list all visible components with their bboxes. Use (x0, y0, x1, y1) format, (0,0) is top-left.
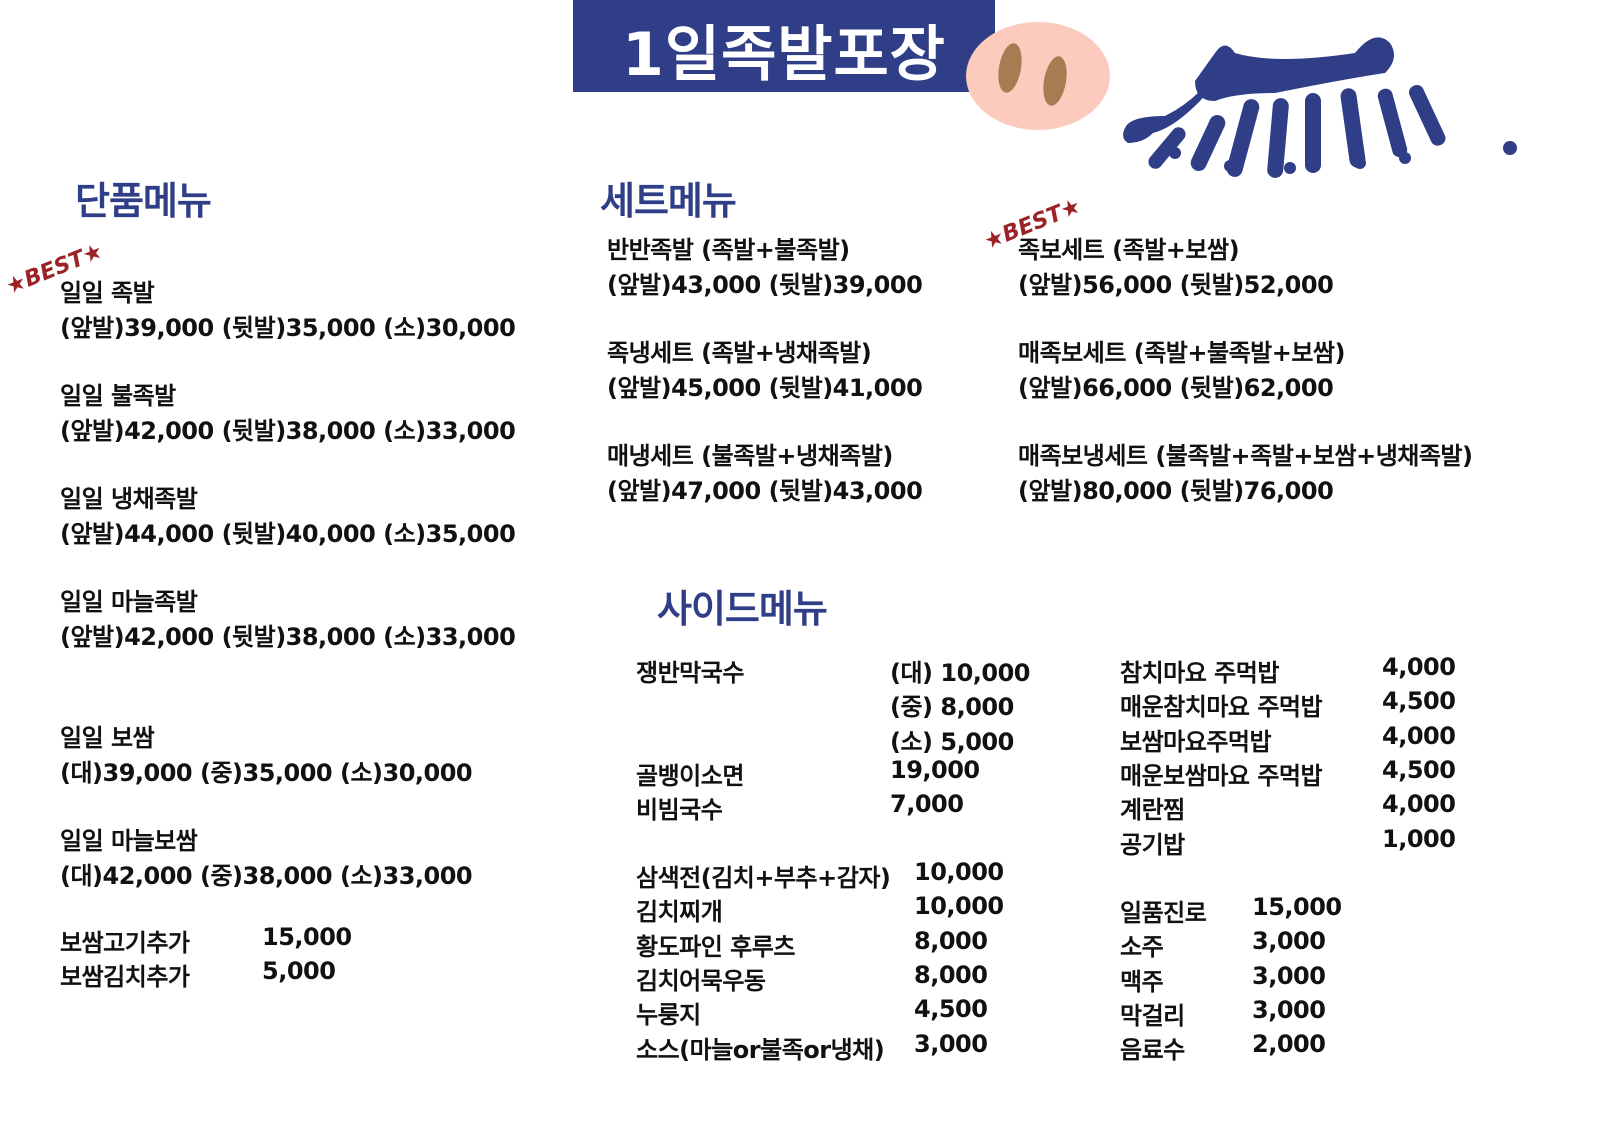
side-item-price: 4,000 (1382, 721, 1456, 750)
menu-item-price: (앞발)44,000 (뒷발)40,000 (소)35,000 (60, 520, 516, 548)
menu-item-name: 일일 마늘보쌈 (60, 827, 198, 855)
side-item-price: 3,000 (1252, 961, 1326, 990)
side-item-name: 계란찜 (1120, 796, 1185, 825)
side-item-name: 김치찌개 (636, 898, 723, 927)
side-item-price: 4,500 (914, 995, 988, 1024)
set-item-name: 족냉세트 (족발+냉채족발) (607, 339, 872, 367)
side-item-name: 매운보쌈마요 주먹밥 (1120, 761, 1323, 790)
side-item-name: 소스(마늘or불족or냉채) (636, 1035, 885, 1064)
side-item-price: 10,000 (914, 858, 1004, 886)
side-item-price: (대) 10,000 (890, 659, 1031, 687)
set-item-name: 매냉세트 (불족발+냉채족발) (607, 442, 893, 470)
set-item-name: 매족보냉세트 (불족발+족발+보쌈+냉채족발) (1018, 442, 1473, 470)
set-item-price: (앞발)80,000 (뒷발)76,000 (1018, 477, 1334, 505)
page-title: 1일족발포장 (622, 20, 946, 90)
side-item-name: 소주 (1120, 933, 1164, 962)
extra-item-price: 5,000 (262, 957, 336, 985)
set-item-price: (앞발)47,000 (뒷발)43,000 (607, 477, 923, 505)
menu-item-price: (앞발)42,000 (뒷발)38,000 (소)33,000 (60, 417, 516, 445)
side-item-name: 비빔국수 (636, 796, 723, 825)
side-item-price: 3,000 (1252, 995, 1326, 1024)
side-item-price: 2,000 (1252, 1030, 1326, 1059)
side-item-price: 1,000 (1382, 824, 1456, 853)
side-item-name: 매운참치마요 주먹밥 (1120, 693, 1323, 722)
side-item-price: 15,000 (1252, 893, 1342, 921)
side-item-price: 4,500 (1382, 755, 1456, 784)
side-item-name: 삼색전(김치+부추+감자) (636, 864, 891, 892)
menu-item-price: (앞발)39,000 (뒷발)35,000 (소)30,000 (60, 314, 516, 342)
set-item-price: (앞발)43,000 (뒷발)39,000 (607, 271, 923, 299)
nostril-right (1043, 56, 1067, 106)
side-item-price: (중) 8,000 (890, 693, 1014, 722)
section-heading-side: 사이드메뉴 (657, 587, 828, 631)
side-item-price: 7,000 (890, 790, 964, 819)
extra-item-name: 보쌈김치추가 (60, 963, 190, 991)
extra-item-price: 15,000 (262, 923, 352, 951)
side-item-name: 김치어묵우동 (636, 966, 766, 995)
side-item-name: 공기밥 (1120, 830, 1185, 859)
side-item-price: 4,000 (1382, 790, 1456, 819)
side-item-name: 누룽지 (636, 1001, 701, 1030)
side-item-price: 8,000 (914, 960, 988, 989)
side-item-name: 쟁반막국수 (636, 659, 744, 687)
side-item-price: 4,500 (1382, 687, 1456, 716)
menu-item-name: 일일 불족발 (60, 382, 176, 410)
section-heading-single: 단품메뉴 (75, 179, 212, 223)
pig-hair-icon (1123, 37, 1517, 178)
menu-item-price: (대)39,000 (중)35,000 (소)30,000 (60, 759, 473, 787)
menu-item-name: 일일 보쌈 (60, 724, 155, 752)
section-heading-set: 세트메뉴 (600, 179, 737, 223)
side-item-name: 맥주 (1120, 967, 1164, 996)
side-item-name: 황도파인 후루츠 (636, 932, 795, 961)
extra-item-name: 보쌈고기추가 (60, 929, 190, 957)
side-item-price: 10,000 (914, 892, 1004, 921)
side-item-price: 3,000 (914, 1029, 988, 1058)
side-item-name: 골뱅이소면 (636, 761, 744, 790)
set-item-price: (앞발)45,000 (뒷발)41,000 (607, 374, 923, 402)
side-item-price: 19,000 (890, 755, 980, 784)
menu-item-name: 일일 마늘족발 (60, 588, 198, 616)
menu-item-name: 일일 냉채족발 (60, 485, 198, 513)
pig-logo (966, 22, 1517, 178)
menu-item-name: 일일 족발 (60, 279, 155, 307)
side-item-price: 4,000 (1382, 653, 1456, 681)
side-item-name: 막걸리 (1120, 1001, 1185, 1030)
side-item-name: 보쌈마요주먹밥 (1120, 727, 1272, 756)
nostril-left (998, 43, 1022, 93)
side-item-name: 일품진로 (1120, 899, 1207, 927)
menu-item-price: (앞발)42,000 (뒷발)38,000 (소)33,000 (60, 623, 516, 651)
pig-nose-icon (966, 22, 1110, 130)
set-item-name: 매족보세트 (족발+불족발+보쌈) (1018, 339, 1345, 367)
menu-item-price: (대)42,000 (중)38,000 (소)33,000 (60, 862, 473, 890)
side-item-price: 8,000 (914, 926, 988, 955)
side-item-price: 3,000 (1252, 927, 1326, 956)
side-item-name: 음료수 (1120, 1036, 1185, 1065)
set-item-name: 반반족발 (족발+불족발) (607, 236, 850, 264)
title-banner: 1일족발포장 (573, 0, 995, 92)
set-item-price: (앞발)66,000 (뒷발)62,000 (1018, 374, 1334, 402)
set-item-name: 족보세트 (족발+보쌈) (1018, 236, 1240, 264)
side-item-price: (소) 5,000 (890, 727, 1014, 756)
side-item-name: 참치마요 주먹밥 (1120, 659, 1279, 687)
set-item-price: (앞발)56,000 (뒷발)52,000 (1018, 271, 1334, 299)
